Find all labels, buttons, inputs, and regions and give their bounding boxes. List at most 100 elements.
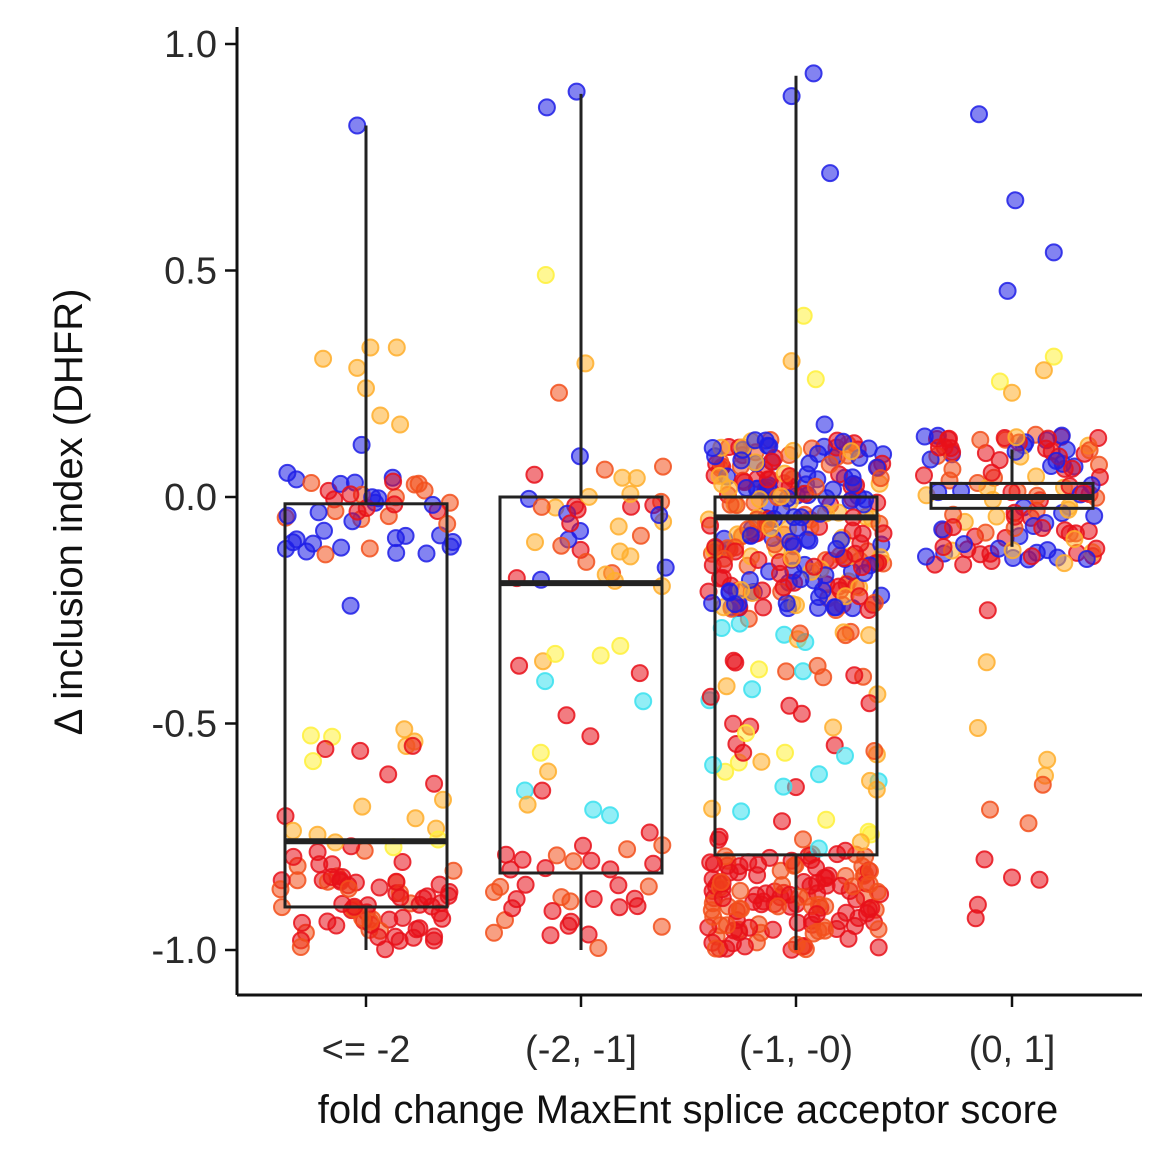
data-point — [386, 927, 405, 946]
data-point — [720, 479, 739, 498]
data-point — [1033, 519, 1052, 537]
data-point — [785, 856, 803, 875]
data-point — [810, 765, 828, 784]
data-point — [930, 438, 948, 457]
y-tick-label: -1.0 — [152, 930, 217, 972]
data-point — [970, 105, 988, 124]
data-point — [501, 860, 520, 879]
data-point — [353, 797, 372, 816]
data-point — [1080, 441, 1099, 460]
data-point — [987, 507, 1006, 526]
data-point — [1003, 383, 1021, 402]
data-point — [703, 439, 722, 457]
data-point — [981, 800, 999, 819]
data-point — [1039, 429, 1058, 448]
data-point — [792, 704, 811, 723]
data-point — [756, 884, 775, 903]
data-point — [293, 913, 311, 932]
data-point — [758, 470, 777, 489]
data-point — [552, 536, 571, 555]
data-point — [869, 938, 888, 957]
data-point — [1005, 507, 1024, 526]
box-1 — [283, 125, 449, 950]
y-ticks: 1.0 0.5 0.0 -0.5 -1.0 — [152, 24, 237, 972]
data-point — [434, 790, 452, 809]
data-point — [634, 692, 653, 711]
data-point — [781, 532, 800, 551]
box-iqr — [498, 495, 664, 875]
data-point — [322, 868, 341, 886]
data-point — [387, 543, 406, 562]
data-point — [393, 853, 412, 871]
data-point — [351, 741, 370, 760]
data-point — [609, 876, 628, 895]
data-point — [718, 916, 736, 935]
data-point — [978, 601, 997, 620]
data-point — [796, 940, 815, 959]
data-point — [990, 372, 1009, 391]
data-point — [1006, 191, 1025, 210]
data-point — [537, 98, 556, 117]
data-point — [709, 830, 728, 849]
data-point — [562, 912, 580, 931]
data-point — [777, 662, 796, 681]
data-point — [278, 463, 297, 482]
data-point — [837, 903, 856, 922]
data-point — [750, 660, 768, 679]
data-point — [304, 534, 323, 553]
data-point — [332, 538, 351, 557]
data-point — [574, 836, 592, 855]
data-point — [568, 500, 587, 519]
data-point — [546, 644, 565, 663]
data-point — [630, 664, 649, 683]
data-point — [387, 338, 406, 357]
data-point — [291, 938, 310, 956]
data-point — [821, 164, 840, 183]
data-point — [794, 830, 812, 849]
data-point — [998, 281, 1017, 300]
data-point — [703, 799, 722, 818]
data-point — [516, 875, 535, 894]
data-point — [618, 840, 637, 859]
data-point — [976, 523, 995, 542]
data-point — [284, 821, 302, 840]
data-point — [1047, 451, 1066, 470]
data-point — [543, 902, 562, 920]
data-point — [869, 920, 888, 939]
data-point — [975, 850, 994, 869]
data-point — [780, 885, 799, 904]
data-point — [741, 526, 760, 545]
data-point — [704, 855, 723, 874]
data-point — [581, 727, 600, 746]
data-point — [497, 845, 515, 864]
data-point — [1003, 868, 1021, 887]
data-point — [371, 406, 390, 425]
data-point — [753, 581, 772, 600]
data-point — [743, 680, 762, 699]
data-point — [859, 439, 878, 458]
data-point — [547, 846, 566, 865]
data-point — [704, 907, 723, 926]
data-point — [404, 928, 423, 947]
data-point — [971, 430, 990, 449]
data-point — [654, 457, 672, 476]
data-point — [990, 451, 1009, 470]
data-point — [1044, 243, 1063, 262]
data-point — [955, 535, 973, 554]
data-point — [774, 578, 793, 597]
data-point — [842, 442, 861, 461]
data-point — [425, 774, 444, 793]
data-point — [954, 555, 973, 574]
data-point — [813, 581, 832, 600]
data-point — [871, 469, 890, 488]
data-point — [845, 917, 864, 935]
data-point — [845, 666, 864, 685]
data-point — [1085, 506, 1104, 525]
data-point — [610, 542, 629, 561]
data-point — [713, 889, 732, 908]
data-point — [440, 883, 459, 901]
data-point — [860, 694, 879, 713]
data-point — [1038, 750, 1057, 769]
